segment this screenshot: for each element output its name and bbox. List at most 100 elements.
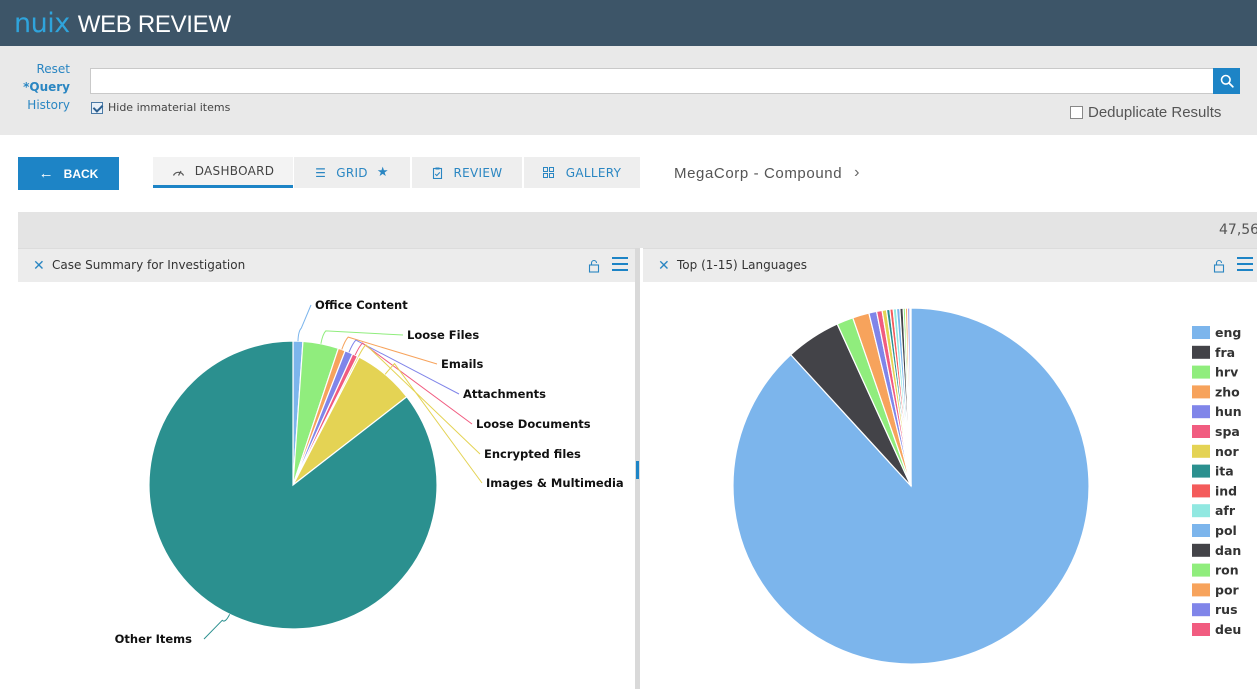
tab-grid-label: GRID bbox=[336, 165, 368, 180]
close-icon[interactable]: ✕ bbox=[33, 258, 45, 274]
star-icon[interactable]: ★ bbox=[376, 165, 389, 180]
legend-label-zho[interactable]: zho bbox=[1215, 384, 1240, 399]
panel-title: Case Summary for Investigation bbox=[52, 258, 246, 272]
query-bar: Reset *Query History Hide immaterial ite… bbox=[0, 46, 1257, 135]
back-button-label: BACK bbox=[63, 166, 99, 181]
tab-grid[interactable]: ☰ GRID ★ bbox=[294, 157, 410, 188]
arrow-left-icon: ← bbox=[38, 165, 54, 182]
hide-immaterial-option[interactable]: Hide immaterial items bbox=[91, 101, 230, 114]
lock-icon[interactable] bbox=[588, 259, 600, 273]
tab-dashboard[interactable]: DASHBOARD bbox=[153, 157, 293, 188]
dashboard-icon bbox=[172, 170, 184, 176]
panel-title: Top (1-15) Languages bbox=[677, 258, 807, 272]
legend-swatch-por[interactable] bbox=[1192, 583, 1210, 597]
breadcrumb-label: MegaCorp - Compound bbox=[674, 164, 843, 182]
data-label-encrypted-files: Encrypted files bbox=[484, 447, 581, 461]
back-button[interactable]: ← BACK bbox=[18, 157, 119, 190]
legend-swatch-dan[interactable] bbox=[1192, 543, 1210, 557]
data-label-loose-files: Loose Files bbox=[407, 328, 479, 342]
search-icon bbox=[1220, 74, 1234, 88]
data-label-emails: Emails bbox=[441, 357, 483, 371]
legend-label-dan[interactable]: dan bbox=[1215, 543, 1241, 558]
connector-office-content bbox=[297, 304, 312, 342]
results-status-bar: 47,56 bbox=[18, 212, 1257, 248]
tab-gallery[interactable]: GALLERY bbox=[524, 157, 640, 188]
grid-icon bbox=[542, 167, 554, 178]
connector-attachments bbox=[348, 339, 460, 395]
legend-swatch-zho[interactable] bbox=[1192, 385, 1210, 399]
legend-label-ita[interactable]: ita bbox=[1215, 464, 1234, 479]
menu-icon[interactable] bbox=[612, 257, 628, 271]
menu-icon[interactable] bbox=[1237, 257, 1253, 271]
query-links: Reset *Query History bbox=[10, 60, 70, 114]
deduplicate-checkbox[interactable] bbox=[1070, 106, 1083, 119]
deduplicate-option[interactable]: Deduplicate Results bbox=[1070, 104, 1221, 121]
connector-loose-files bbox=[320, 330, 404, 344]
case-summary-chart: Office Content Loose Files Emails Attachmen… bbox=[115, 298, 624, 646]
legend-label-spa[interactable]: spa bbox=[1215, 424, 1240, 439]
connector-loose-documents bbox=[354, 342, 473, 425]
legend-swatch-afr[interactable] bbox=[1192, 504, 1210, 518]
hide-immaterial-checkbox[interactable] bbox=[91, 101, 103, 114]
connector-other-items bbox=[203, 614, 231, 640]
legend-label-deu[interactable]: deu bbox=[1215, 622, 1241, 637]
languages-panel: ✕ Top (1-15) Languages eng fra hrv zho hun sp… bbox=[643, 248, 1257, 689]
nuix-logo: nuix bbox=[14, 8, 70, 39]
legend-label-nor[interactable]: nor bbox=[1215, 444, 1239, 459]
data-label-other-items: Other Items bbox=[115, 632, 192, 646]
data-label-attachments: Attachments bbox=[463, 387, 546, 401]
top-bar: nuix WEB REVIEW bbox=[0, 0, 1257, 46]
pie-slice-deu[interactable] bbox=[909, 307, 912, 487]
legend-label-afr[interactable]: afr bbox=[1215, 503, 1236, 518]
legend-label-pol[interactable]: pol bbox=[1215, 523, 1237, 538]
legend-swatch-hun[interactable] bbox=[1192, 405, 1210, 419]
lock-icon[interactable] bbox=[1213, 259, 1225, 273]
legend-label-ron[interactable]: ron bbox=[1215, 563, 1239, 578]
divider-handle[interactable] bbox=[636, 461, 639, 479]
connector-images-multimedia bbox=[384, 362, 483, 484]
legend-label-hun[interactable]: hun bbox=[1215, 404, 1242, 419]
legend-label-rus[interactable]: rus bbox=[1215, 602, 1238, 617]
data-label-images-multimedia: Images & Multimedia bbox=[486, 476, 624, 490]
history-link[interactable]: History bbox=[27, 98, 70, 112]
legend-swatch-fra[interactable] bbox=[1192, 345, 1210, 359]
legend-swatch-nor[interactable] bbox=[1192, 444, 1210, 458]
clipboard-icon bbox=[432, 167, 442, 179]
app-title: WEB REVIEW bbox=[77, 11, 231, 38]
close-icon[interactable]: ✕ bbox=[658, 258, 670, 274]
breadcrumb[interactable]: MegaCorp - Compound › bbox=[674, 164, 860, 182]
languages-chart: eng fra hrv zho hun spa nor ita ind afr pol dan ron p… bbox=[732, 307, 1242, 665]
legend-swatch-rus[interactable] bbox=[1192, 603, 1210, 617]
connector-encrypted-files bbox=[357, 344, 481, 455]
legend-swatch-deu[interactable] bbox=[1192, 623, 1210, 636]
languages-panel-header: ✕ Top (1-15) Languages bbox=[643, 248, 1257, 282]
tab-gallery-label: GALLERY bbox=[565, 165, 622, 180]
legend-swatch-spa[interactable] bbox=[1192, 425, 1210, 438]
query-link[interactable]: *Query bbox=[23, 80, 70, 94]
legend-swatch-hrv[interactable] bbox=[1192, 365, 1210, 379]
legend-label-eng[interactable]: eng bbox=[1215, 325, 1241, 340]
legend-label-fra[interactable]: fra bbox=[1215, 345, 1235, 360]
tab-review-label: REVIEW bbox=[453, 165, 503, 180]
search-button[interactable] bbox=[1213, 68, 1240, 94]
case-summary-panel-header: ✕ Case Summary for Investigation bbox=[18, 248, 635, 282]
search-input[interactable] bbox=[90, 68, 1214, 94]
result-count: 47,56 bbox=[1219, 222, 1257, 238]
legend-label-por[interactable]: por bbox=[1215, 582, 1240, 597]
legend-swatch-ron[interactable] bbox=[1192, 563, 1210, 577]
legend-swatch-eng[interactable] bbox=[1192, 326, 1210, 339]
list-icon: ☰ bbox=[315, 165, 327, 180]
legend-label-hrv[interactable]: hrv bbox=[1215, 365, 1238, 380]
connector-emails bbox=[341, 336, 438, 365]
legend-label-ind[interactable]: ind bbox=[1215, 483, 1237, 498]
deduplicate-label: Deduplicate Results bbox=[1088, 104, 1222, 121]
data-label-office-content: Office Content bbox=[315, 298, 408, 312]
reset-link[interactable]: Reset bbox=[36, 62, 70, 76]
legend-swatch-ita[interactable] bbox=[1192, 464, 1210, 478]
tab-review[interactable]: REVIEW bbox=[412, 157, 522, 188]
legend-swatch-ind[interactable] bbox=[1192, 484, 1210, 498]
chevron-right-icon: › bbox=[854, 164, 861, 181]
legend-swatch-pol[interactable] bbox=[1192, 524, 1210, 537]
brand: nuix WEB REVIEW bbox=[14, 8, 231, 39]
